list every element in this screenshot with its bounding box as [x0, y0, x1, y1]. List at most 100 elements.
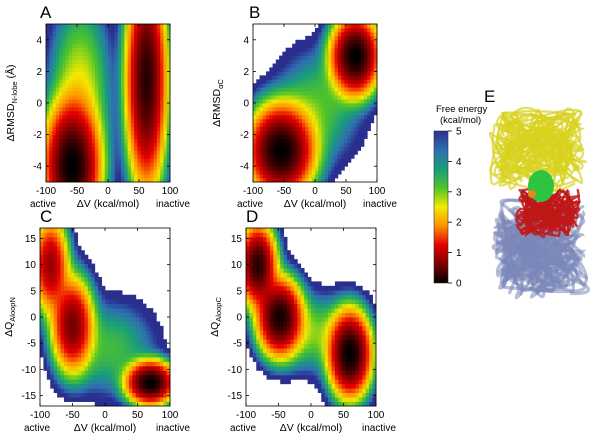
heatmap-cell [295, 67, 300, 72]
heatmap-cell [308, 142, 313, 147]
heatmap-cell [124, 134, 128, 139]
heatmap-cell [321, 392, 326, 398]
heatmap-cell [125, 388, 130, 394]
heatmap-cell [101, 91, 106, 96]
heatmap-cell [318, 158, 322, 163]
heatmap-cell [318, 91, 322, 96]
heatmap-cell [128, 348, 133, 353]
heatmap-cell [52, 91, 57, 96]
heatmap-cell [63, 263, 68, 269]
heatmap-cell [315, 71, 319, 76]
heatmap-cell [276, 250, 281, 256]
heatmap-cell [55, 91, 60, 96]
heatmap-cell [147, 43, 151, 49]
heatmap-cell [344, 134, 349, 139]
heatmap-cell [121, 162, 125, 167]
heatmap-cell [98, 118, 102, 124]
heatmap-cell [143, 150, 148, 155]
heatmap-cell [321, 365, 326, 371]
heatmap-cell [273, 317, 278, 322]
heatmap-cell [348, 325, 353, 331]
heatmap-cell [275, 83, 280, 88]
heatmap-cell [146, 334, 150, 340]
heatmap-cell [105, 388, 109, 394]
heatmap-cell [91, 361, 96, 367]
heatmap-cell [256, 166, 260, 171]
heatmap-cell [46, 352, 51, 358]
heatmap-cell [311, 71, 316, 76]
heatmap-cell [279, 106, 283, 112]
heatmap-cell [134, 24, 138, 29]
heatmap-cell [91, 106, 96, 112]
heatmap-cell [287, 254, 291, 260]
heatmap-cell [338, 383, 343, 389]
heatmap-cell [108, 312, 113, 318]
heatmap-cell [50, 348, 55, 353]
heatmap-cell [137, 59, 142, 64]
heatmap-cell [331, 308, 336, 313]
heatmap-cell [163, 75, 168, 80]
heatmap-cell [122, 352, 126, 358]
heatmap-cell [279, 110, 283, 116]
heatmap-cell [114, 24, 119, 29]
heatmap-cell [272, 99, 277, 104]
heatmap-cell [140, 67, 145, 72]
heatmap-cell [143, 83, 148, 88]
heatmap-cell [101, 106, 106, 112]
heatmap-cell [262, 174, 267, 179]
heatmap-cell [321, 308, 326, 313]
heatmap-cell [40, 317, 44, 322]
heatmap-cell [341, 294, 346, 300]
heatmap-cell [67, 379, 72, 385]
heatmap-cell [360, 55, 365, 60]
heatmap-cell [287, 348, 291, 353]
heatmap-cell [160, 146, 164, 151]
heatmap-cell [108, 330, 113, 336]
heatmap-cell [363, 95, 368, 100]
heatmap-cell [373, 59, 378, 64]
heatmap-cell [263, 370, 267, 376]
heatmap-cell [67, 334, 72, 340]
heatmap-cell [280, 374, 285, 380]
heatmap-cell [134, 79, 138, 84]
heatmap-cell [269, 99, 273, 104]
heatmap-cell [134, 158, 138, 163]
heatmap-cell [111, 39, 115, 45]
heatmap-cell [308, 55, 313, 60]
heatmap-cell [111, 75, 115, 80]
heatmap-cell [46, 272, 51, 278]
heatmap-cell [297, 352, 302, 358]
heatmap-cell [341, 290, 346, 296]
heatmap-cell [59, 162, 63, 167]
heatmap-cell [67, 348, 72, 353]
heatmap-cell [357, 51, 362, 56]
heatmap-cell [70, 339, 75, 345]
heatmap-cell [334, 388, 339, 394]
heatmap-cell [337, 71, 342, 76]
heatmap-cell [285, 63, 290, 68]
heatmap-cell [159, 357, 164, 362]
heatmap-cell [132, 401, 137, 407]
heatmap-cell [334, 312, 339, 318]
heatmap-cell [101, 51, 106, 56]
heatmap-cell [305, 138, 309, 143]
heatmap-cell [55, 166, 60, 171]
heatmap-cell [341, 388, 346, 394]
heatmap-cell [78, 83, 83, 88]
heatmap-cell [337, 126, 342, 132]
heatmap-cell [122, 365, 126, 371]
heatmap-cell [300, 317, 305, 322]
heatmap-cell [269, 126, 273, 132]
heatmap-cell [269, 281, 274, 287]
heatmap-cell [121, 118, 125, 124]
heatmap-cell [72, 87, 76, 92]
heatmap-cell [108, 47, 112, 53]
heatmap-cell [362, 303, 367, 309]
heatmap-cell [124, 130, 128, 135]
heatmap-cell [259, 236, 264, 242]
heatmap-cell [315, 130, 319, 135]
heatmap-cell [91, 99, 96, 104]
heatmap-cell [147, 178, 151, 183]
heatmap-cell [266, 254, 271, 260]
heatmap-cell [147, 51, 151, 56]
